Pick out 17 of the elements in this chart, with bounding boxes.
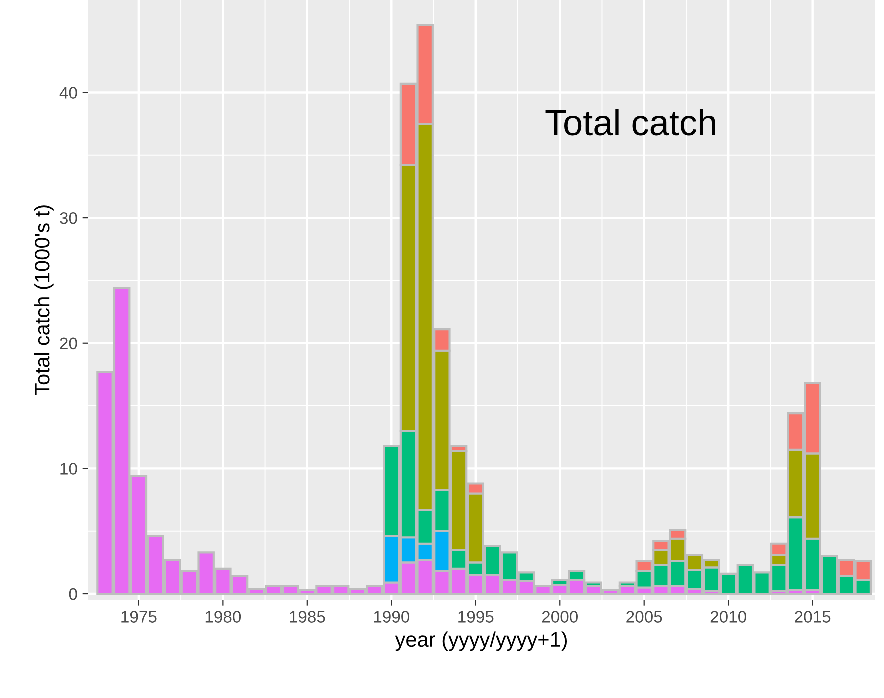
x-tick-label: 2010 [710,611,746,623]
y-tick-label: 30 [60,212,78,224]
x-tick-label: 1995 [458,611,494,623]
y-tick-label: 10 [60,463,78,475]
x-tick-label: 2005 [626,611,662,623]
y-tick-label: 40 [60,87,78,99]
y-tick-label: 0 [69,588,78,600]
x-tick-label: 2015 [795,611,831,623]
y-tick-label: 20 [60,338,78,350]
x-tick-label: 1990 [374,611,410,623]
annotation: Total catch [546,109,716,136]
x-axis-title: year (yyyy/yyyy+1) [395,632,568,652]
x-tick-label: 1975 [122,611,157,623]
x-tick-label: 1980 [206,611,242,623]
x-tick-label: 2000 [542,611,578,623]
x-tick-label: 1985 [290,611,326,623]
y-axis-title: Total catch (1000's t) [34,206,54,396]
